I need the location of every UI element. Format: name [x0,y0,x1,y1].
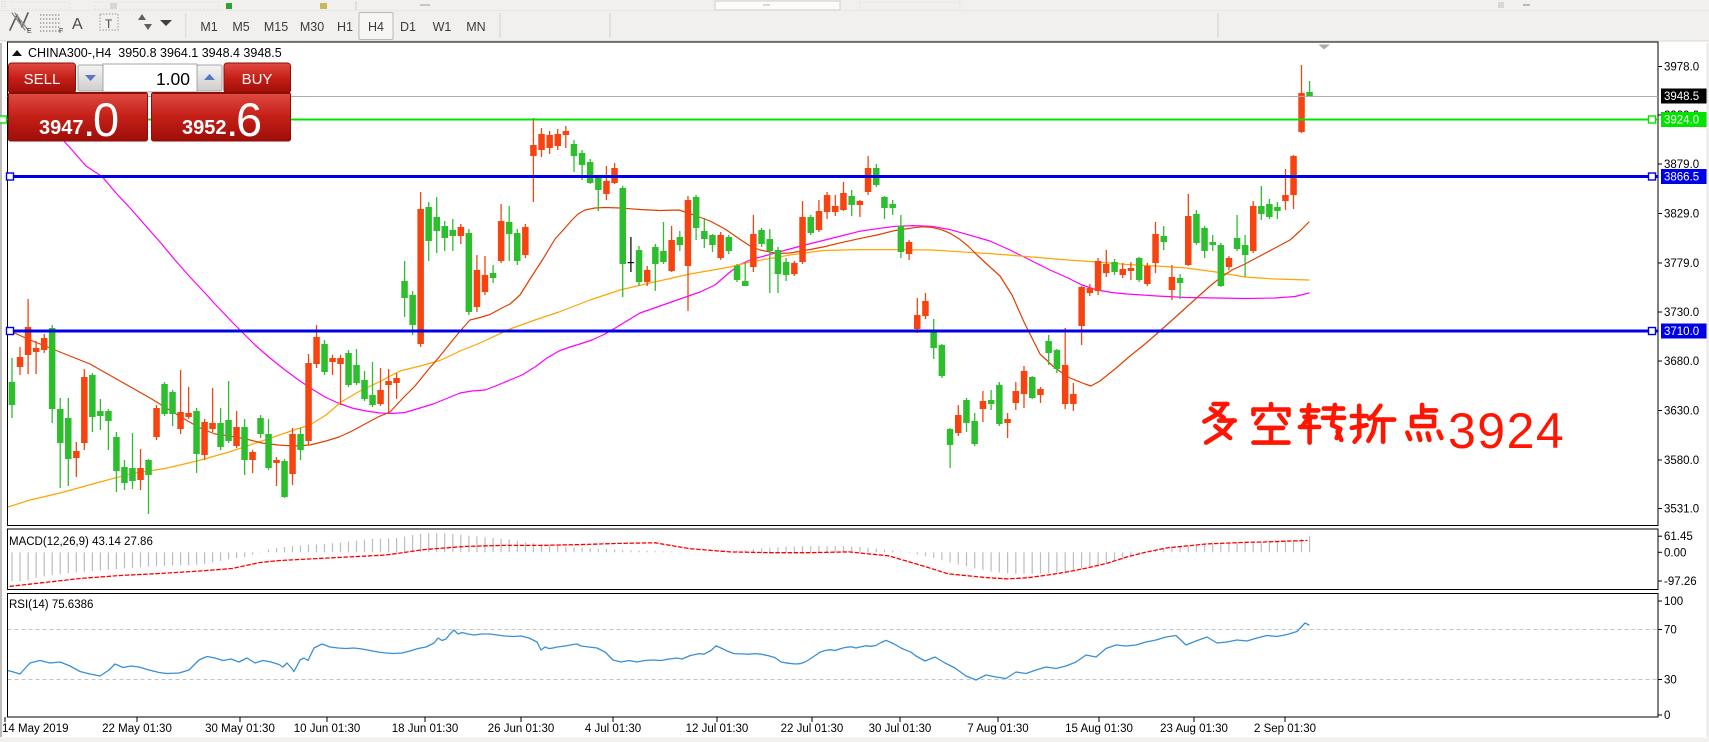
svg-text:15 Aug 01:30: 15 Aug 01:30 [1065,723,1133,735]
svg-text:30 May 01:30: 30 May 01:30 [205,723,275,735]
svg-text:3924.0: 3924.0 [1664,115,1699,127]
svg-text:100: 100 [1664,596,1683,608]
svg-text:D1: D1 [400,20,416,34]
svg-text:MN: MN [466,20,485,34]
svg-text:CHINA300-,H4 3950.8 3964.1 39: CHINA300-,H4 3950.8 3964.1 3948.4 3948.5 [28,46,282,60]
svg-text:M1: M1 [200,20,217,34]
svg-text:6: 6 [236,93,262,146]
svg-text:3948.5: 3948.5 [1664,91,1699,103]
svg-text:3710.0: 3710.0 [1664,326,1699,338]
svg-text:M30: M30 [300,20,324,34]
svg-text:3630.0: 3630.0 [1664,406,1699,418]
svg-text:3680.0: 3680.0 [1664,356,1699,368]
svg-text:H1: H1 [337,20,353,34]
svg-text:14 May 2019: 14 May 2019 [2,723,69,735]
svg-text:3531.0: 3531.0 [1664,504,1699,516]
svg-text:3580.0: 3580.0 [1664,455,1699,467]
svg-text:22 Jul 01:30: 22 Jul 01:30 [781,723,844,735]
svg-text:M15: M15 [264,20,288,34]
svg-text:3924: 3924 [1448,403,1565,459]
svg-text:3947: 3947 [39,117,84,139]
svg-text:3952: 3952 [182,117,227,139]
svg-text:12 Jul 01:30: 12 Jul 01:30 [686,723,749,735]
svg-text:26 Jun 01:30: 26 Jun 01:30 [488,723,555,735]
svg-text:23 Aug 01:30: 23 Aug 01:30 [1160,723,1228,735]
svg-text:3730.0: 3730.0 [1664,307,1699,319]
svg-text:7 Aug 01:30: 7 Aug 01:30 [967,723,1028,735]
svg-text:70: 70 [1664,625,1677,637]
svg-text:3866.5: 3866.5 [1664,172,1699,184]
svg-text:30: 30 [1664,675,1677,687]
svg-text:M5: M5 [232,20,249,34]
svg-text:.: . [228,110,236,143]
svg-text:F: F [59,28,63,35]
svg-text:3779.0: 3779.0 [1664,258,1699,270]
svg-text:H4: H4 [368,20,384,34]
svg-text:3978.0: 3978.0 [1664,62,1699,74]
svg-text:3829.0: 3829.0 [1664,209,1699,221]
svg-text:SELL: SELL [24,71,61,88]
svg-text:30 Jul 01:30: 30 Jul 01:30 [869,723,932,735]
svg-text:0.00: 0.00 [1664,547,1686,559]
svg-text:W1: W1 [433,20,452,34]
svg-text:E: E [27,28,32,35]
svg-text:RSI(14) 75.6386: RSI(14) 75.6386 [9,599,93,611]
svg-text:T: T [105,17,113,31]
svg-text:-97.26: -97.26 [1664,576,1697,588]
svg-text:61.45: 61.45 [1664,531,1693,543]
svg-text:MACD(12,26,9) 43.14 27.86: MACD(12,26,9) 43.14 27.86 [9,536,153,548]
svg-text:4 Jul 01:30: 4 Jul 01:30 [585,723,641,735]
svg-text:18 Jun 01:30: 18 Jun 01:30 [392,723,459,735]
svg-text:0: 0 [1664,710,1670,722]
svg-text:10 Jun 01:30: 10 Jun 01:30 [294,723,361,735]
svg-text:0: 0 [93,93,119,146]
svg-text:1.00: 1.00 [156,69,190,89]
svg-text:22 May 01:30: 22 May 01:30 [102,723,172,735]
svg-text:2 Sep 01:30: 2 Sep 01:30 [1254,723,1316,735]
svg-text:A: A [72,16,83,33]
svg-text:.: . [85,110,93,143]
svg-text:BUY: BUY [242,71,273,88]
svg-text:3879.0: 3879.0 [1664,159,1699,171]
